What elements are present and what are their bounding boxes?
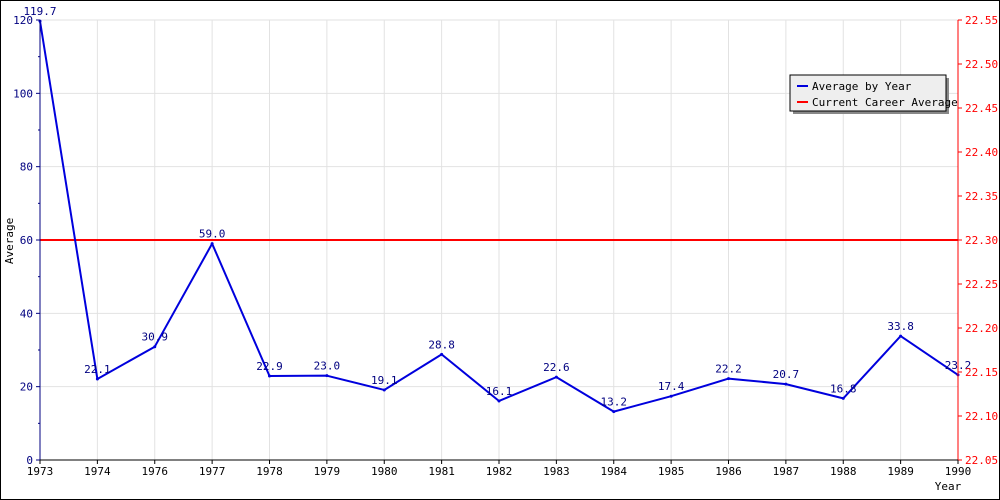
y-axis-title: Average (3, 218, 16, 264)
x-tick-label: 1978 (256, 465, 283, 478)
x-tick-label: 1987 (773, 465, 800, 478)
left-tick-label: 60 (20, 234, 33, 247)
x-tick-label: 1984 (601, 465, 628, 478)
left-tick-label: 120 (13, 14, 33, 27)
right-tick-label: 22.25 (965, 278, 998, 291)
right-tick-label: 22.20 (965, 322, 998, 335)
x-tick-label: 1979 (314, 465, 341, 478)
x-tick-label: 1980 (371, 465, 398, 478)
data-point (899, 334, 903, 338)
data-point (727, 377, 730, 381)
data-label: 22.2 (715, 363, 742, 376)
x-tick-label: 1989 (887, 465, 914, 478)
data-point (153, 345, 157, 349)
x-tick-label: 1976 (142, 465, 169, 478)
right-tick-label: 22.10 (965, 410, 998, 423)
data-point (554, 375, 558, 379)
data-label: 17.4 (658, 380, 685, 393)
data-label: 16.8 (830, 382, 857, 395)
data-point (784, 382, 788, 386)
legend-box (789, 74, 947, 112)
x-tick-label: 1977 (199, 465, 226, 478)
data-label: 30.9 (142, 331, 169, 344)
right-tick-label: 22.55 (965, 14, 998, 27)
right-tick-label: 22.40 (965, 146, 998, 159)
legend-label-average-by-year: Average by Year (812, 80, 912, 93)
left-tick-label: 0 (26, 454, 33, 467)
data-label: 23.0 (314, 360, 341, 373)
x-tick-label: 1986 (715, 465, 742, 478)
data-label: 20.7 (773, 368, 800, 381)
x-tick-label: 1974 (84, 465, 111, 478)
data-label: 119.7 (23, 5, 56, 18)
left-tick-label: 80 (20, 161, 33, 174)
average-by-year-series: 119.7 22.1 30.9 59.0 22.9 23.0 19.1 28.8 16.1 22.… (23, 5, 971, 414)
right-tick-label: 22.05 (965, 454, 998, 467)
x-tick-label: 1988 (830, 465, 857, 478)
data-point (95, 377, 99, 381)
x-tick-label: 1981 (428, 465, 455, 478)
data-label: 28.8 (428, 338, 455, 351)
data-label: 13.2 (601, 396, 628, 409)
data-label: 16.1 (486, 385, 513, 398)
right-axis-ticks: 22.05 22.10 22.15 22.20 22.25 22.30 22.35 22.40… (958, 14, 998, 467)
legend: Average by Year Current Career Average (789, 74, 958, 114)
x-tick-label: 1985 (658, 465, 685, 478)
data-point (210, 242, 214, 246)
data-label: 33.8 (887, 320, 914, 333)
data-label: 22.1 (84, 363, 111, 376)
x-axis-title: Year (935, 480, 962, 493)
right-tick-label: 22.50 (965, 58, 998, 71)
data-point (669, 394, 673, 398)
data-point (268, 374, 271, 378)
left-tick-label: 100 (13, 87, 33, 100)
x-tick-label: 1990 (945, 465, 972, 478)
data-label: 22.6 (543, 361, 570, 374)
left-axis-ticks: 0 20 40 60 80 100 120 (13, 14, 40, 467)
right-tick-label: 22.30 (965, 234, 998, 247)
left-tick-label: 20 (20, 381, 33, 394)
data-point (382, 388, 386, 392)
data-point (325, 374, 329, 378)
legend-label-career-average: Current Career Average (812, 96, 958, 109)
x-tick-label: 1973 (27, 465, 54, 478)
x-tick-label: 1983 (543, 465, 570, 478)
data-point (841, 396, 845, 400)
x-tick-label: 1982 (486, 465, 513, 478)
right-tick-label: 22.35 (965, 190, 998, 203)
data-label: 59.0 (199, 228, 226, 241)
right-tick-label: 22.45 (965, 102, 998, 115)
data-label: 19.1 (371, 374, 398, 387)
right-tick-label: 22.15 (965, 366, 998, 379)
data-point (440, 352, 444, 356)
data-point (612, 410, 616, 414)
data-point (497, 399, 501, 403)
left-tick-label: 40 (20, 307, 33, 320)
x-axis-ticks: 1973 1974 1976 1977 1978 1979 1980 1981 1982 1983… (27, 460, 972, 478)
data-label: 22.9 (256, 360, 283, 373)
